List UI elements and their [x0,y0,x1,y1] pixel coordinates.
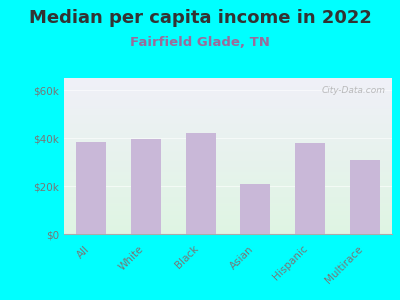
Text: Fairfield Glade, TN: Fairfield Glade, TN [130,36,270,49]
Bar [240,184,270,234]
Bar [350,160,380,234]
Text: Median per capita income in 2022: Median per capita income in 2022 [28,9,372,27]
Text: City-Data.com: City-Data.com [322,86,386,95]
Bar [131,139,161,234]
Bar [186,133,216,234]
Bar [76,142,106,234]
Bar [295,143,325,234]
